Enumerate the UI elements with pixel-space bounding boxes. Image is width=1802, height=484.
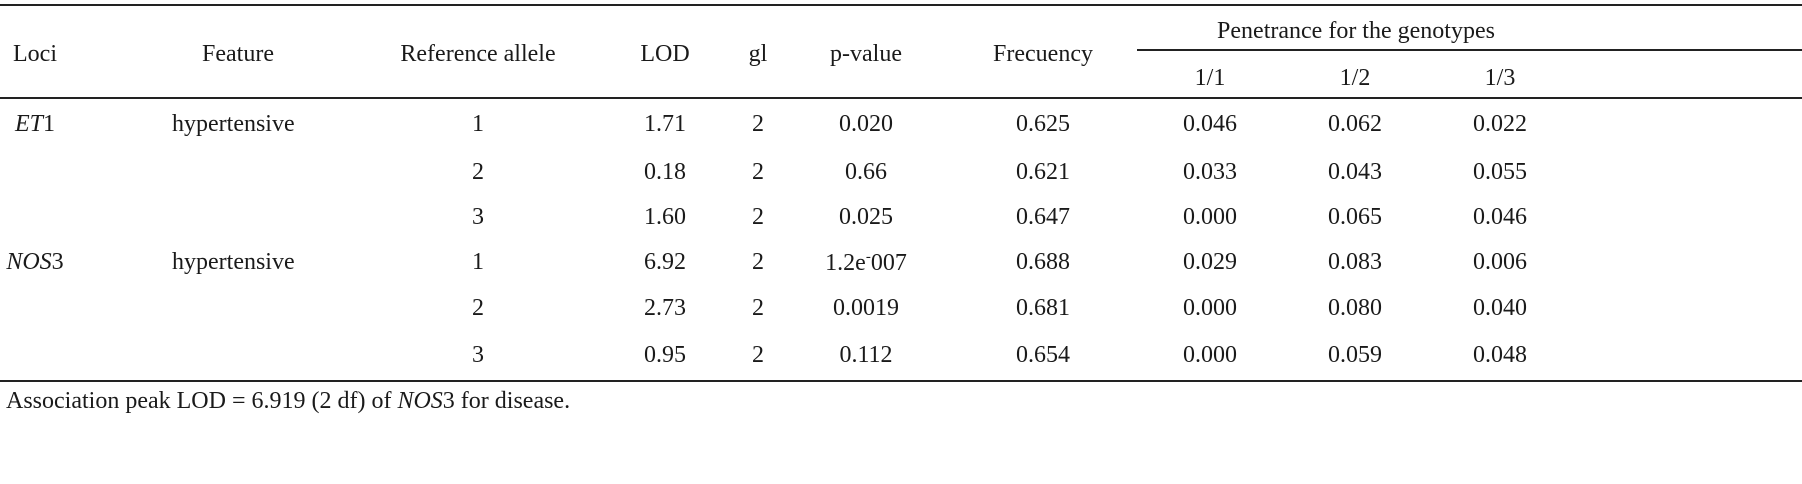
penetrance-1-1-cell: 0.000 <box>1183 295 1237 321</box>
penetrance-1-3-cell: 0.006 <box>1473 249 1527 275</box>
frequency-cell: 0.647 <box>1016 204 1070 230</box>
lod-cell: 0.95 <box>644 342 686 368</box>
footnote-suffix: for disease. <box>454 388 571 414</box>
frequency-cell: 0.625 <box>1016 111 1070 137</box>
p-value-exponent-sign: - <box>865 249 871 265</box>
penetrance-1-2-cell: 0.080 <box>1328 295 1382 321</box>
footnote-locus-rest: 3 <box>442 388 455 414</box>
p-value-cell: 0.112 <box>839 343 892 367</box>
reference-allele-cell: 2 <box>472 295 484 321</box>
header-feature: Feature <box>202 41 274 67</box>
p-value-cell: 0.025 <box>839 205 893 229</box>
frequency-cell: 0.621 <box>1016 159 1070 185</box>
gl-cell: 2 <box>752 295 764 321</box>
locus-cell: ET1 <box>15 112 55 136</box>
gl-cell: 2 <box>752 204 764 230</box>
locus-italic: NOS <box>6 249 52 275</box>
frequency-cell: 0.681 <box>1016 295 1070 321</box>
gl-cell: 2 <box>752 249 764 275</box>
p-value-mantissa: 0.112 <box>839 342 893 368</box>
frequency-cell: 0.688 <box>1016 249 1070 275</box>
footnote-prefix: Association peak LOD = 6.919 (2 df) of <box>6 388 398 414</box>
penetrance-1-2-cell: 0.059 <box>1328 342 1382 368</box>
table-footnote: Association peak LOD = 6.919 (2 df) of N… <box>6 388 570 415</box>
p-value-mantissa: 0.020 <box>839 111 893 137</box>
header-loci: Loci <box>13 41 57 67</box>
reference-allele-cell: 2 <box>472 159 484 185</box>
locus-cell: NOS3 <box>6 250 63 274</box>
lod-cell: 2.73 <box>644 295 686 321</box>
p-value-mantissa: 1.2e <box>825 250 866 276</box>
penetrance-1-1-cell: 0.000 <box>1183 204 1237 230</box>
reference-allele-cell: 3 <box>472 204 484 230</box>
p-value-mantissa: 0.0019 <box>833 295 899 321</box>
header-frequency: Frecuency <box>993 41 1093 67</box>
header-penetrance-group: Penetrance for the genotypes <box>1217 18 1495 44</box>
feature-cell: hypertensive <box>172 111 295 137</box>
penetrance-1-1-cell: 0.033 <box>1183 159 1237 185</box>
lod-cell: 1.71 <box>644 111 686 137</box>
penetrance-1-1-cell: 0.046 <box>1183 111 1237 137</box>
lod-cell: 6.92 <box>644 249 686 275</box>
penetrance-1-1-cell: 0.000 <box>1183 342 1237 368</box>
feature-cell: hypertensive <box>172 249 295 275</box>
penetrance-1-3-cell: 0.040 <box>1473 295 1527 321</box>
reference-allele-cell: 1 <box>472 111 484 137</box>
header-reference-allele: Reference allele <box>400 41 556 67</box>
header-genotype-1-1: 1/1 <box>1194 65 1226 91</box>
locus-suffix: 3 <box>51 249 64 275</box>
p-value-exponent: 007 <box>870 250 907 276</box>
footnote-locus-italic: NOS <box>397 388 443 414</box>
penetrance-1-1-cell: 0.029 <box>1183 249 1237 275</box>
reference-allele-cell: 3 <box>472 342 484 368</box>
penetrance-1-2-cell: 0.043 <box>1328 159 1382 185</box>
reference-allele-cell: 1 <box>472 249 484 275</box>
p-value-cell: 0.66 <box>845 160 887 184</box>
p-value-cell: 0.0019 <box>833 296 899 320</box>
table-header-rule <box>0 97 1802 99</box>
penetrance-subheader-rule <box>1137 49 1802 51</box>
penetrance-1-2-cell: 0.065 <box>1328 204 1382 230</box>
penetrance-1-3-cell: 0.048 <box>1473 342 1527 368</box>
penetrance-1-3-cell: 0.046 <box>1473 204 1527 230</box>
locus-suffix: 1 <box>43 111 56 137</box>
penetrance-1-3-cell: 0.055 <box>1473 159 1527 185</box>
penetrance-1-2-cell: 0.062 <box>1328 111 1382 137</box>
gl-cell: 2 <box>752 342 764 368</box>
gl-cell: 2 <box>752 111 764 137</box>
gl-cell: 2 <box>752 159 764 185</box>
p-value-mantissa: 0.025 <box>839 204 893 230</box>
frequency-cell: 0.654 <box>1016 342 1070 368</box>
header-genotype-1-2: 1/2 <box>1339 65 1371 91</box>
penetrance-1-3-cell: 0.022 <box>1473 111 1527 137</box>
lod-cell: 1.60 <box>644 204 686 230</box>
p-value-mantissa: 0.66 <box>845 159 887 185</box>
penetrance-1-2-cell: 0.083 <box>1328 249 1382 275</box>
header-genotype-1-3: 1/3 <box>1484 65 1516 91</box>
lod-cell: 0.18 <box>644 159 686 185</box>
header-p-value: p-value <box>830 41 902 67</box>
header-gl: gl <box>748 41 768 67</box>
header-lod: LOD <box>640 41 690 67</box>
table-top-rule <box>0 4 1802 6</box>
table-bottom-rule <box>0 380 1802 382</box>
p-value-cell: 0.020 <box>839 112 893 136</box>
locus-italic: ET <box>14 111 44 137</box>
p-value-cell: 1.2e-007 <box>825 249 907 276</box>
